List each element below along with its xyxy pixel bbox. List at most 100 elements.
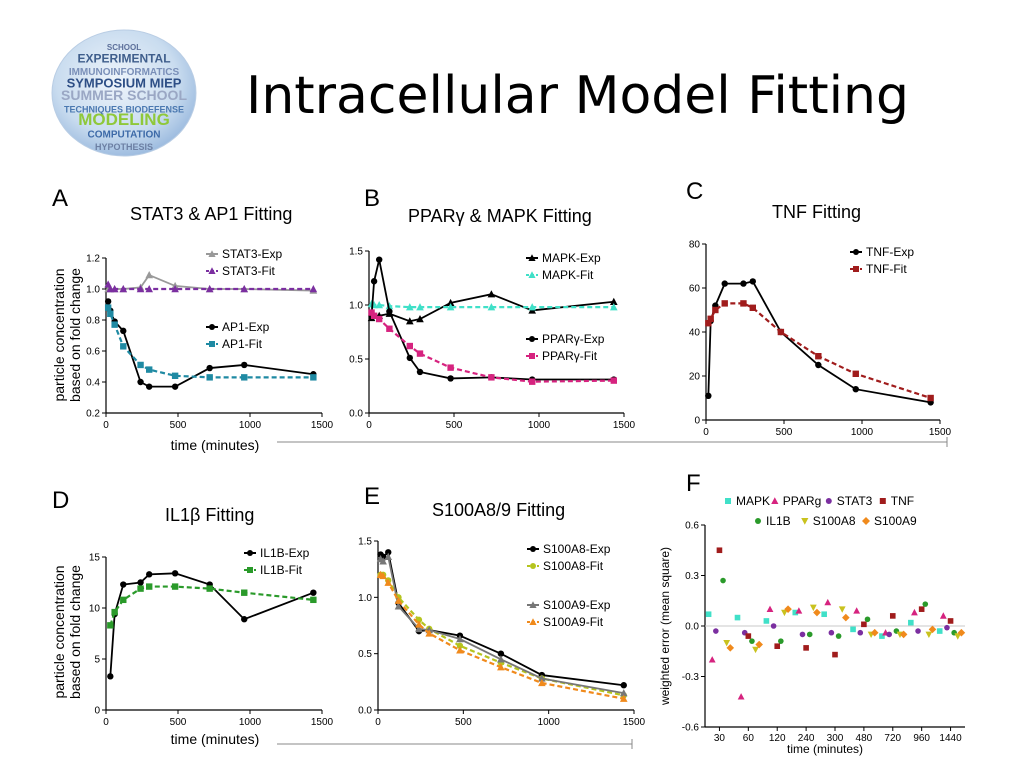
point-mapk (763, 618, 770, 624)
legend-label-stat3: STAT3 (837, 494, 873, 508)
x-tick-label: 0 (103, 420, 109, 431)
point-pparg-fit (488, 374, 495, 381)
x-tick-label: 720 (884, 733, 901, 744)
point-stat3-fit (309, 285, 318, 293)
point-mapk-exp (406, 317, 414, 325)
point-il1b-exp (137, 579, 144, 586)
point-pparg-fit (529, 378, 536, 385)
y-tick-label: 0.3 (685, 571, 699, 582)
logo-word: HYPOTHESIS (95, 142, 153, 152)
y-tick-label: 0.2 (86, 409, 100, 420)
point-tnf (745, 633, 752, 639)
y-axis-label: particle concentration (51, 565, 67, 698)
point-il1b-fit (120, 596, 127, 604)
series-line-il1b-fit (109, 585, 314, 626)
point-pparg-fit (376, 315, 383, 323)
series-line-mapk-fit (371, 302, 614, 309)
x-tick-label: 500 (455, 717, 472, 728)
point-s100a9-fit (384, 578, 393, 586)
point-pparg-exp (370, 278, 378, 285)
x-tick-label: 0 (103, 717, 109, 728)
point-mapk-fit (610, 303, 618, 311)
point-tnf (774, 643, 781, 649)
chart-panel-e: 0.0 0.5 1.0 1.5 0 500 1000 1500 S100A8-Exp S100A8… (358, 537, 645, 729)
x-axis-label: time (minutes) (171, 731, 260, 747)
y-axis-label: weighted error (mean square) (658, 547, 672, 706)
point-ap1-exp (241, 361, 248, 369)
x-tick-label: 960 (913, 733, 930, 744)
series-line-tnf-exp (707, 280, 931, 404)
y-tick-label: 0 (94, 706, 100, 717)
y-tick-label: 0.4 (86, 378, 100, 389)
point-il1b-fit (146, 583, 153, 590)
panel-b-title: PPARγ & MAPK Fitting (408, 206, 592, 226)
point-s100a9 (842, 613, 850, 622)
x-axis-label: time (minutes) (171, 437, 260, 453)
point-mapk (792, 609, 799, 616)
x-tick-label: 500 (170, 420, 187, 431)
logo-word: MODELING (78, 110, 170, 129)
legend-marker-s100a8 (801, 518, 809, 525)
logo-word: SCHOOL (107, 43, 141, 52)
point-tnf-fit (712, 306, 719, 314)
point-s100a8 (752, 646, 759, 654)
point-s100a9 (899, 630, 908, 639)
point-s100a8-fit (456, 642, 464, 649)
legend-label-pparg: PPARg (783, 494, 821, 508)
legend-marker-pparg-fit (529, 353, 535, 359)
x-tick-label: 120 (769, 733, 786, 744)
legend-label-stat3-exp: STAT3-Exp (222, 247, 283, 261)
point-pparg-fit (416, 350, 424, 357)
point-stat3 (713, 628, 719, 634)
x-tick-label: 30 (714, 733, 726, 744)
series-line-tnf-fit (707, 302, 931, 400)
point-il1b (835, 633, 842, 639)
y-tick-label: 15 (89, 553, 101, 564)
legend-label-tnf-exp: TNF-Exp (866, 245, 914, 259)
legend-marker-mapk-fit (528, 271, 536, 278)
x-tick-label: 480 (856, 733, 873, 744)
point-s100a9-exp (394, 602, 403, 610)
point-tnf (832, 651, 838, 658)
legend-marker-il1b-fit (247, 567, 253, 573)
point-ap1-fit (206, 374, 213, 381)
point-s100a9 (870, 628, 879, 637)
panel-b-label: B (364, 185, 381, 212)
point-il1b (864, 616, 871, 623)
point-ap1-fit (310, 374, 317, 381)
y-tick-label: 40 (689, 328, 701, 339)
panel-d-label: D (52, 487, 70, 514)
y-tick-label: 1.5 (349, 247, 363, 258)
point-mapk (734, 614, 741, 621)
y-tick-label: 60 (689, 284, 701, 295)
point-il1b (720, 577, 726, 584)
point-s100a9-fit (425, 629, 433, 637)
x-tick-label: 1500 (623, 717, 646, 728)
logo-word: EXPERIMENTAL (77, 52, 170, 66)
point-ap1-exp (146, 383, 153, 390)
x-tick-label: 1500 (929, 427, 952, 438)
y-tick-label: 0.8 (86, 316, 100, 327)
y-tick-label: 5 (94, 655, 100, 666)
legend-marker-s100a9-fit (529, 618, 537, 625)
point-s100a9-fit (379, 571, 387, 580)
series-line-s100a8-fit (380, 573, 624, 697)
point-il1b (778, 638, 784, 644)
point-stat3-exp (145, 271, 153, 279)
point-s100a8 (838, 606, 846, 613)
point-il1b-fit (241, 589, 248, 596)
point-pparg (911, 608, 918, 616)
chart-panel-c: 0 20 40 60 80 0 500 1000 1500 TNF-Exp TNF-Fit (689, 240, 952, 439)
legend-label-il1b-exp: IL1B-Exp (260, 546, 310, 560)
y-tick-label: 10 (89, 604, 101, 615)
y-tick-label: 1.2 (86, 254, 100, 265)
x-tick-label: 60 (743, 733, 755, 744)
point-ap1-fit (241, 374, 248, 381)
legend-marker-tnf (879, 498, 886, 504)
y-axis-label: based on fold change (67, 565, 83, 699)
point-stat3 (915, 628, 921, 634)
point-mapk (936, 628, 943, 634)
chart-panel-b: 0.0 0.5 1.0 1.5 0 500 1000 1500 MAPK-Exp MAPK-Fit… (349, 247, 635, 432)
point-s100a9 (784, 605, 792, 613)
point-pparg-fit (406, 342, 413, 350)
